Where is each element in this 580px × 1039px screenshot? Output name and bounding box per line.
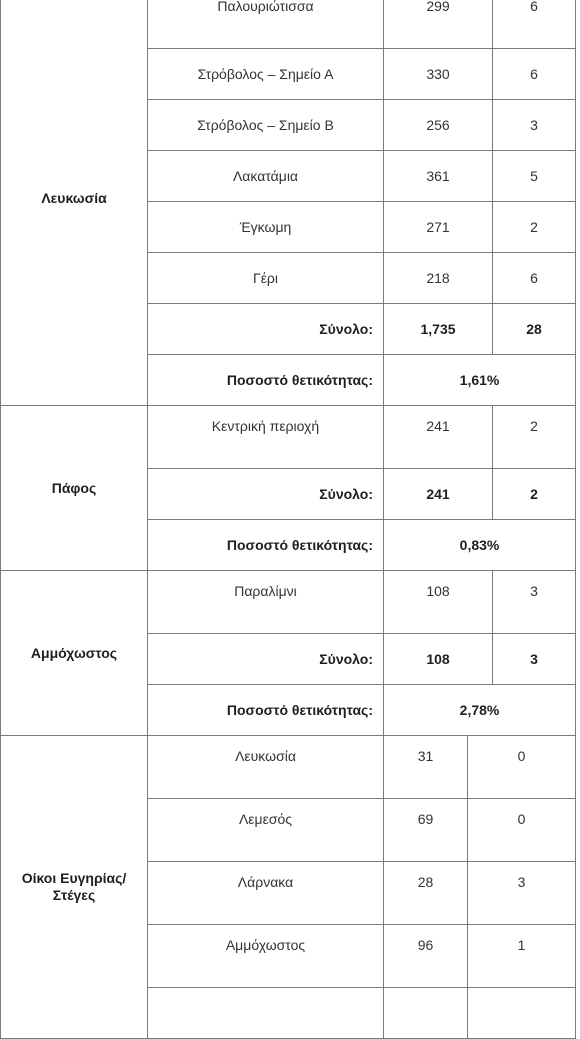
- positive-cell: 0: [466, 798, 577, 862]
- total-tests: 1,735: [382, 303, 494, 355]
- place-cell: Λάρνακα: [147, 861, 384, 925]
- positive-cell: 1: [466, 924, 577, 988]
- rate-row: Ποσοστό θετικότητας: 2,78%: [1, 684, 577, 736]
- total-label: Σύνολο:: [147, 468, 384, 520]
- tests-cell: 96: [383, 924, 468, 988]
- total-tests: 241: [382, 468, 494, 520]
- place-cell: Κεντρική περιοχή: [147, 405, 384, 469]
- tests-cell: 330: [382, 48, 494, 100]
- region-famagusta: Αμμόχωστος: [0, 570, 148, 736]
- table-row: Λευκωσία Παλουριώτισσα 299 6: [0, 0, 577, 406]
- place-cell: Παραλίμνι: [147, 570, 384, 634]
- rate-value: 0,83%: [382, 519, 577, 571]
- tests-cell: 271: [382, 201, 494, 253]
- positive-cell: [466, 987, 577, 1039]
- total-row: Σύνολο: 241 2: [1, 468, 577, 520]
- total-positive: 28: [492, 303, 577, 355]
- table-row: Στρόβολος – Σημείο Α 330 6: [1, 48, 577, 100]
- place-cell: Στρόβολος – Σημείο Β: [147, 99, 384, 151]
- table-row: Οίκοι Ευγηρίας/ Στέγες Λευκωσία 31 0: [0, 735, 577, 1039]
- tests-cell: 299: [382, 0, 494, 49]
- table-row: Λακατάμια 361 5: [1, 150, 577, 202]
- rate-label: Ποσοστό θετικότητας:: [147, 519, 384, 571]
- positive-cell: 3: [466, 861, 577, 925]
- place-cell: Λεμεσός: [147, 798, 384, 862]
- positive-cell: 0: [466, 735, 577, 799]
- rate-label: Ποσοστό θετικότητας:: [147, 354, 384, 406]
- place-cell: Στρόβολος – Σημείο Α: [147, 48, 384, 100]
- place-cell: [147, 987, 384, 1039]
- positive-cell: 2: [492, 405, 577, 469]
- tests-cell: 108: [382, 570, 494, 634]
- rate-row: Ποσοστό θετικότητας: 1,61%: [1, 354, 577, 406]
- rate-row: Ποσοστό θετικότητας: 0,83%: [1, 519, 577, 571]
- positive-cell: 6: [492, 48, 577, 100]
- table-row: Πάφος Κεντρική περιοχή 241 2: [0, 405, 577, 571]
- place-cell: Παλουριώτισσα: [147, 0, 384, 49]
- place-cell: Λευκωσία: [147, 735, 384, 799]
- total-label: Σύνολο:: [147, 303, 384, 355]
- total-label: Σύνολο:: [147, 633, 384, 685]
- region-care-homes: Οίκοι Ευγηρίας/ Στέγες: [0, 735, 148, 1039]
- rate-value: 1,61%: [382, 354, 577, 406]
- tests-cell: 256: [382, 99, 494, 151]
- region-nicosia: Λευκωσία: [0, 0, 148, 406]
- table-row: Γέρι 218 6: [1, 252, 577, 304]
- tests-cell: 361: [382, 150, 494, 202]
- positive-cell: 3: [492, 99, 577, 151]
- place-cell: Γέρι: [147, 252, 384, 304]
- place-cell: Λακατάμια: [147, 150, 384, 202]
- total-positive: 2: [492, 468, 577, 520]
- place-cell: Έγκωμη: [147, 201, 384, 253]
- tests-cell: 31: [383, 735, 468, 799]
- table-row: Αμμόχωστος Παραλίμνι 108 3: [0, 570, 577, 736]
- tests-cell: 28: [383, 861, 468, 925]
- table-row: Έγκωμη 271 2: [1, 201, 577, 253]
- tests-cell: 241: [382, 405, 494, 469]
- place-cell: Αμμόχωστος: [147, 924, 384, 988]
- positive-cell: 5: [492, 150, 577, 202]
- rate-label: Ποσοστό θετικότητας:: [147, 684, 384, 736]
- total-positive: 3: [492, 633, 577, 685]
- positive-cell: 2: [492, 201, 577, 253]
- positive-cell: 6: [492, 252, 577, 304]
- tests-cell: [383, 987, 468, 1039]
- positive-cell: 3: [492, 570, 577, 634]
- tests-cell: 69: [383, 798, 468, 862]
- total-row: Σύνολο: 108 3: [1, 633, 577, 685]
- total-tests: 108: [382, 633, 494, 685]
- tests-cell: 218: [382, 252, 494, 304]
- rate-value: 2,78%: [382, 684, 577, 736]
- positive-cell: 6: [492, 0, 577, 49]
- region-paphos: Πάφος: [0, 405, 148, 571]
